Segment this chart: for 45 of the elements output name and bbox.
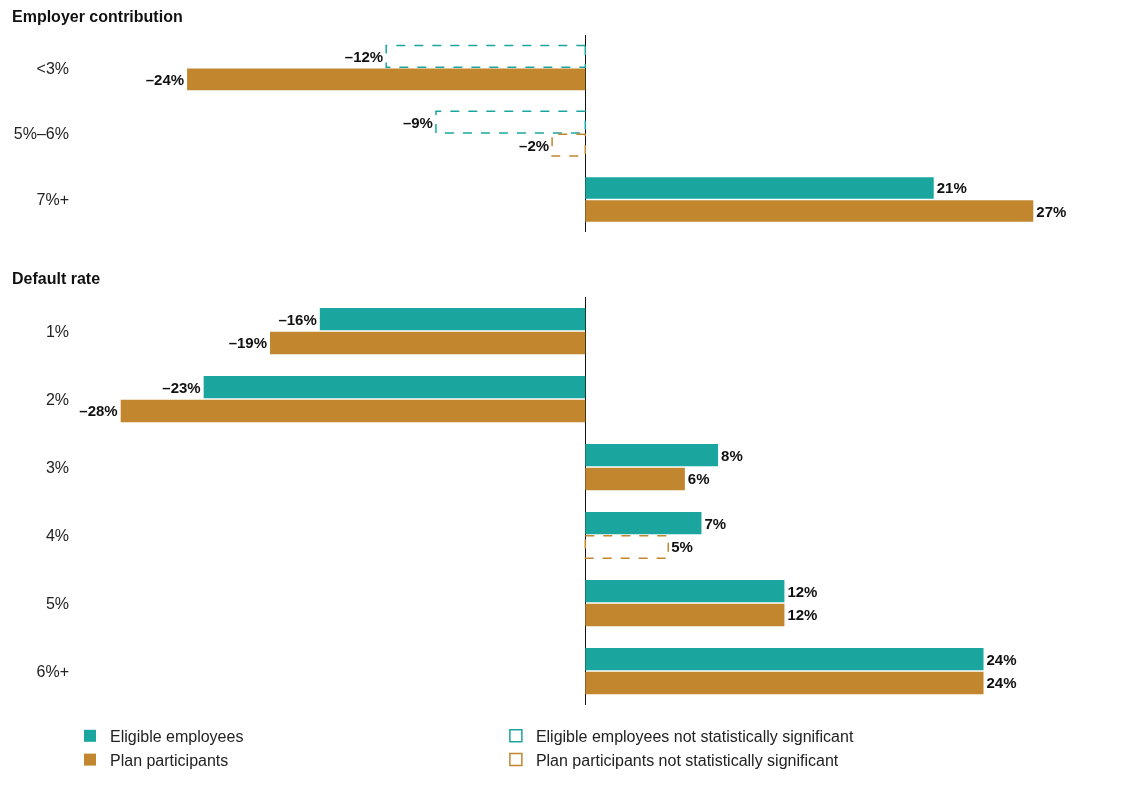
legend-label: Eligible employees not statistically significant: [535, 728, 854, 746]
chart-title: Default rate: [12, 270, 101, 287]
data-label: –28%: [79, 402, 118, 420]
data-label: 12%: [787, 606, 818, 624]
bar: [319, 307, 586, 331]
bar: [584, 534, 670, 559]
data-label: 12%: [787, 582, 818, 600]
data-label: –9%: [402, 113, 433, 131]
bar: [585, 647, 984, 671]
y-tick-label: <3%: [36, 59, 69, 77]
bar: [120, 399, 586, 423]
data-label: 5%: [671, 538, 693, 556]
data-label: –24%: [145, 70, 185, 88]
data-label: 8%: [721, 446, 743, 464]
data-label: –2%: [519, 136, 550, 154]
data-label: –23%: [162, 378, 201, 396]
y-tick-label: 1%: [45, 322, 69, 340]
y-tick-label: 4%: [45, 526, 69, 544]
bar: [203, 375, 586, 399]
data-label: –16%: [278, 310, 317, 328]
data-label: 24%: [986, 674, 1017, 692]
data-label: 7%: [704, 514, 727, 532]
y-tick-label: 3%: [45, 458, 69, 476]
legend-label: Eligible employees: [110, 728, 244, 746]
bar: [585, 579, 785, 603]
bar: [585, 511, 702, 535]
bar: [585, 603, 785, 627]
legend-label: Plan participants: [110, 751, 229, 769]
data-label: 24%: [986, 650, 1017, 668]
y-tick-label: 6%+: [36, 662, 69, 680]
legend-label: Plan participants not statistically significant: [535, 751, 839, 769]
data-label: –12%: [344, 47, 384, 65]
data-label: –19%: [228, 334, 268, 352]
bar: [585, 443, 719, 467]
bar: [585, 671, 984, 695]
chart-title: Employer contribution: [12, 8, 183, 25]
data-label: 6%: [687, 470, 710, 488]
y-tick-label: 2%: [45, 390, 69, 408]
bar: [270, 331, 586, 355]
data-label: 27%: [1036, 202, 1067, 220]
y-tick-label: 5%: [45, 594, 69, 612]
data-label: 21%: [936, 179, 967, 197]
bar: [585, 467, 685, 491]
y-tick-label: 7%+: [36, 191, 69, 209]
y-tick-label: 5%–6%: [13, 125, 69, 143]
